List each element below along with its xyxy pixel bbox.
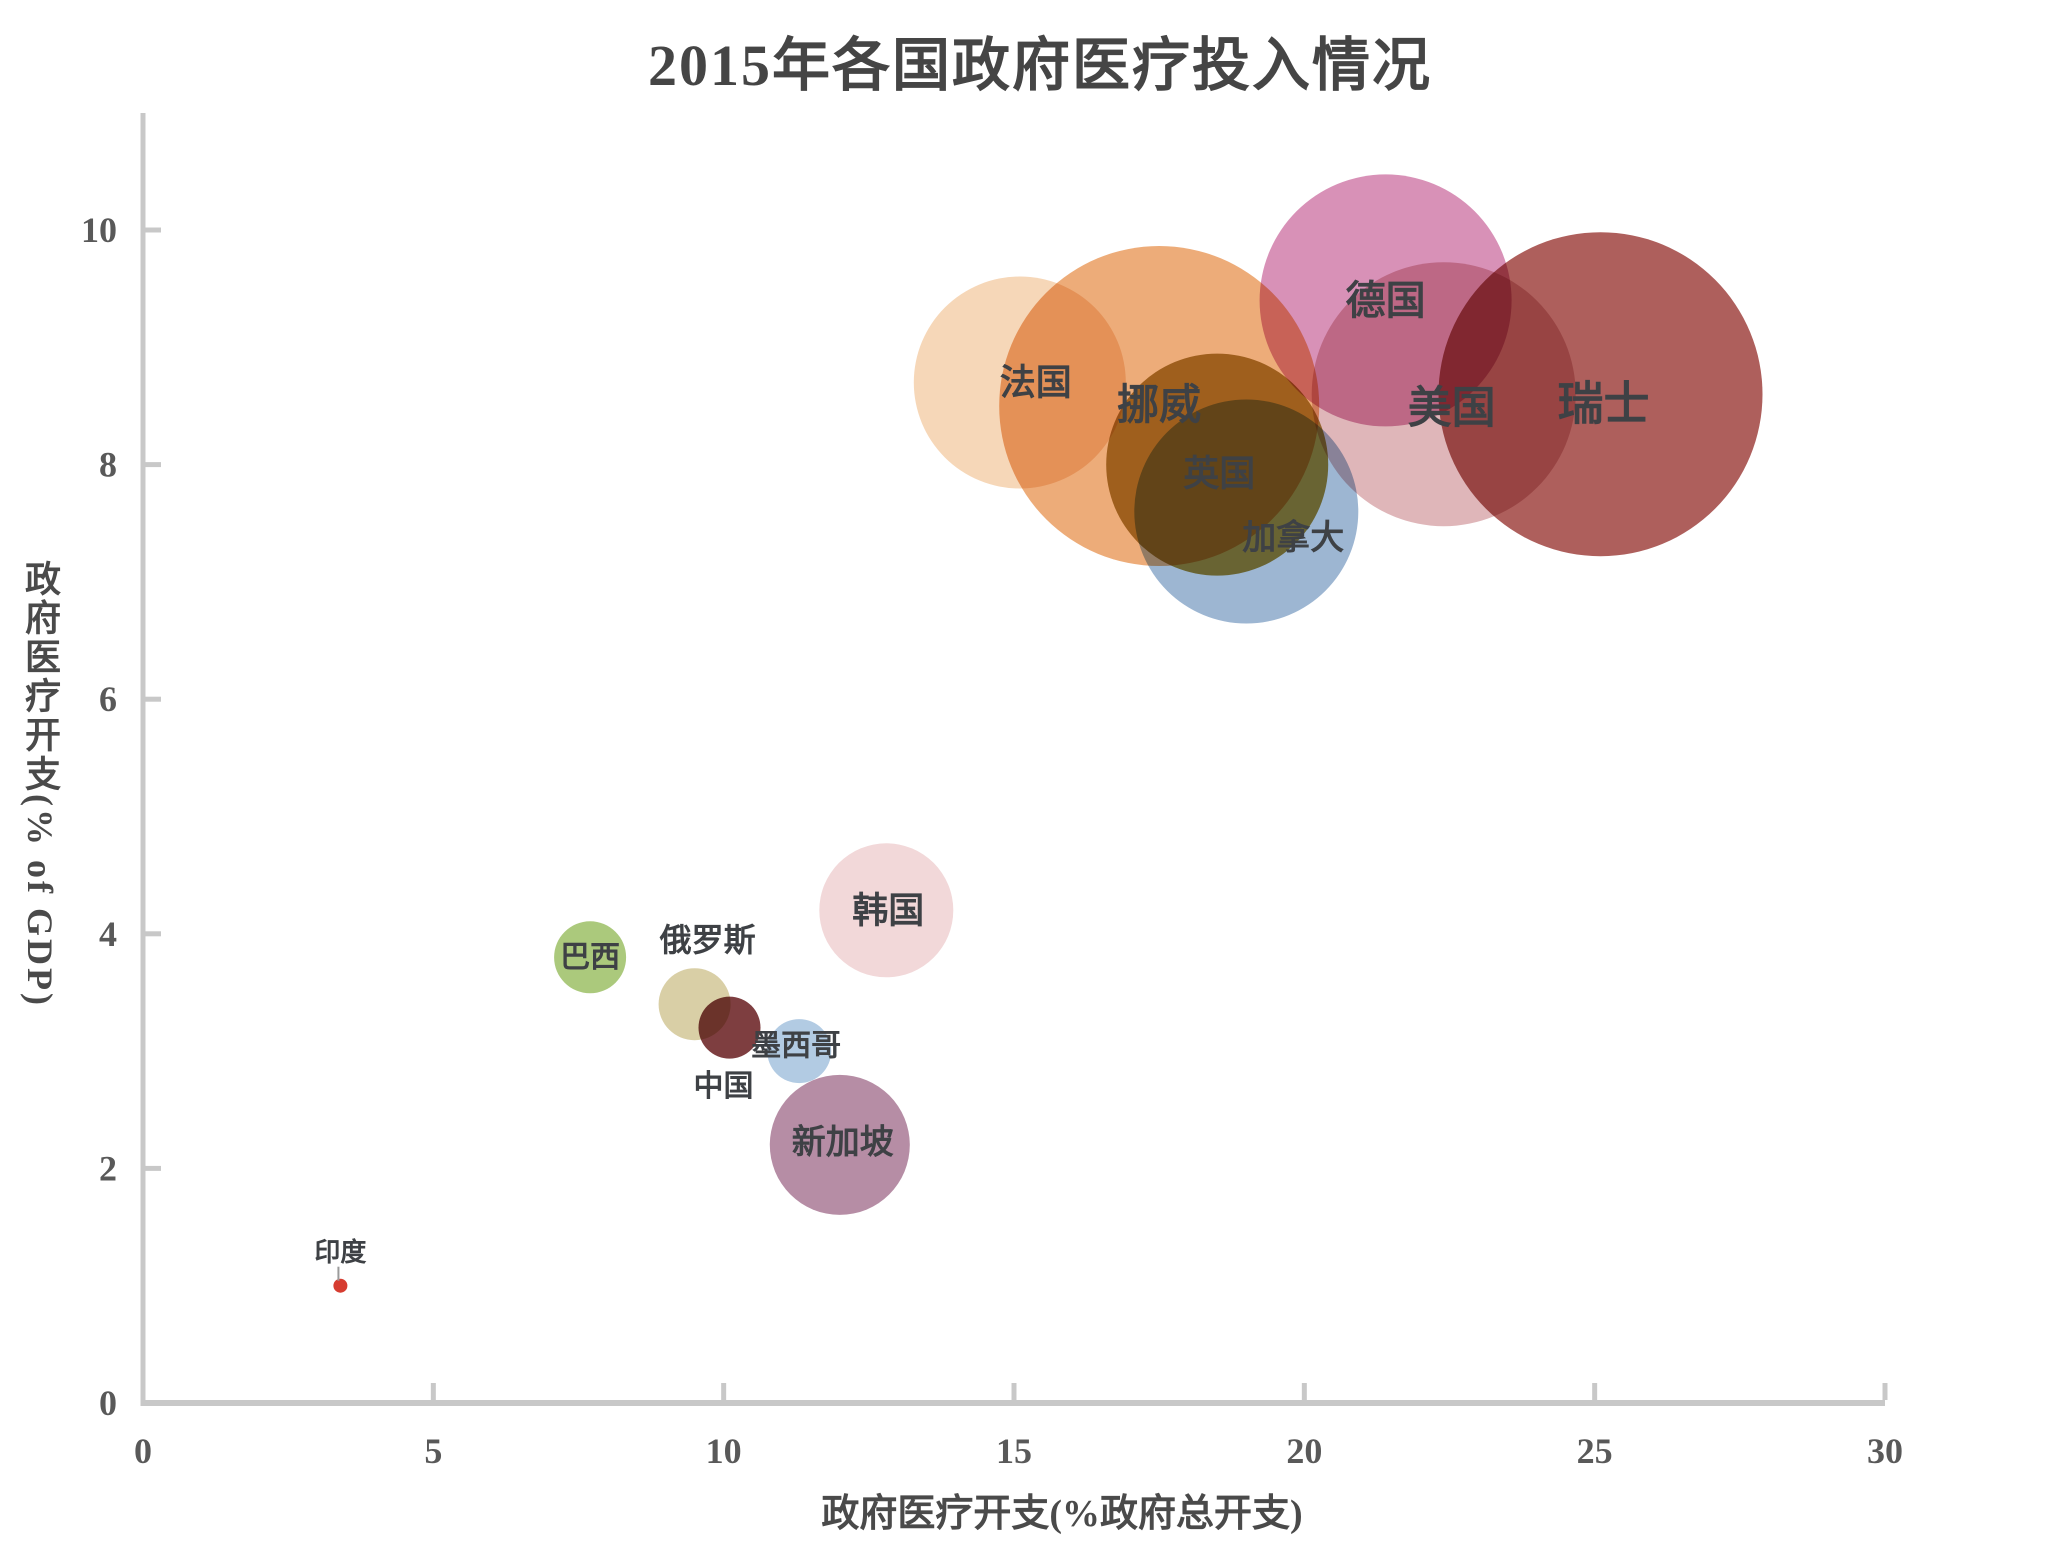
- bubble-switzerland: [1438, 232, 1763, 557]
- bubble-label-singapore: 新加坡: [792, 1123, 894, 1161]
- bubble-mexico: [767, 1019, 832, 1084]
- x-tick-label-30: 30: [1867, 1431, 1903, 1471]
- bubble-label-china: 中国: [693, 1070, 753, 1103]
- bubble-china: [698, 996, 761, 1059]
- x-tick-label-25: 25: [1577, 1431, 1613, 1471]
- x-tick-label-15: 15: [996, 1431, 1032, 1471]
- y-tick-label-6: 6: [99, 679, 117, 719]
- bubble-label-russia: 俄罗斯: [659, 922, 756, 958]
- bubble-label-canada: 加拿大: [1242, 518, 1344, 557]
- x-axis-title: 政府医疗开支(%政府总开支): [821, 1493, 1303, 1535]
- bubble-singapore: [769, 1074, 910, 1215]
- bubble-label-brazil: 巴西: [560, 941, 620, 974]
- bubble-brazil: [554, 921, 627, 994]
- axes-layer: 0 5 10 15 20 25 30 0 2 4 6 8 10: [81, 113, 1903, 1471]
- bubble-label-norway: 挪威: [1117, 382, 1201, 429]
- x-tick-label-5: 5: [424, 1431, 442, 1471]
- bubbles-layer: [333, 174, 1763, 1293]
- bubble-label-india: 印度: [314, 1237, 366, 1267]
- bubble-label-germany: 德国: [1346, 278, 1426, 323]
- chart-title: 2015年各国政府医疗投入情况: [647, 33, 1432, 98]
- y-axis-title: 政府医疗开支(% of GDP): [20, 560, 60, 1008]
- bubble-label-south-korea: 韩国: [852, 890, 924, 930]
- y-tick-label-2: 2: [99, 1148, 117, 1188]
- x-tick-label-10: 10: [706, 1431, 742, 1471]
- bubble-india: [333, 1278, 348, 1293]
- y-tick-label-10: 10: [81, 210, 117, 250]
- x-tick-label-20: 20: [1286, 1431, 1322, 1471]
- bubble-label-mexico: 墨西哥: [751, 1030, 841, 1063]
- bubble-label-uk: 英国: [1183, 454, 1255, 494]
- y-tick-label-8: 8: [99, 445, 117, 485]
- y-tick-label-0: 0: [99, 1383, 117, 1423]
- bubble-canada: [1134, 399, 1359, 624]
- y-tick-label-4: 4: [99, 914, 117, 954]
- x-tick-label-0: 0: [134, 1431, 152, 1471]
- bubble-label-france: 法国: [1000, 362, 1072, 402]
- bubble-south-korea: [819, 843, 954, 978]
- bubble-label-switzerland: 瑞士: [1557, 379, 1649, 430]
- bubble-label-usa: 美国: [1408, 384, 1496, 433]
